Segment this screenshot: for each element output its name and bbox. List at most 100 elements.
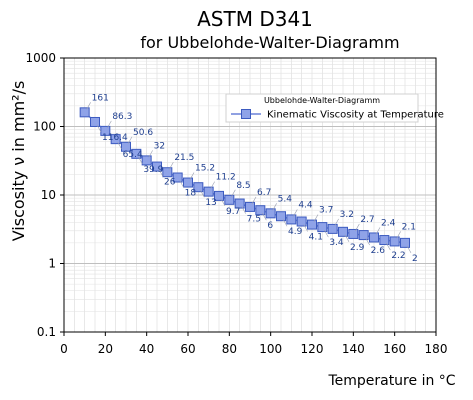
x-axis-ticks: 0 20 40 60 80 100 120 140 160 180 [60,332,447,356]
data-point-marker [162,167,173,178]
data-label: 4.9 [288,227,303,237]
y-axis-label: Viscosity ν in mm²/s [9,81,28,242]
data-point-marker [79,107,90,118]
data-label-leader [241,206,246,214]
data-label: 2.4 [381,218,396,228]
x-tick-label: 180 [425,342,448,356]
legend-title: Ubbelohde-Walter-Diagramm [264,96,380,105]
data-label: 65.4 [123,150,143,160]
data-point-marker [327,223,338,234]
x-tick-label: 60 [180,342,195,356]
data-label-leader [189,172,195,180]
data-label: 3.7 [319,206,333,216]
data-label-leader [396,231,401,239]
data-label: 7.5 [247,215,261,225]
data-point-marker [203,186,214,197]
x-tick-label: 0 [60,342,68,356]
data-label-leader [117,141,122,150]
data-label-leader [231,189,236,197]
data-point-marker [234,198,245,209]
data-label-leader [293,209,298,217]
data-point-marker [183,177,193,188]
data-label-leader [355,223,360,232]
data-label-leader [148,150,153,158]
y-tick-label: 10 [41,188,56,202]
data-point-marker [338,226,348,237]
data-point-marker [90,116,100,127]
data-label: 50.6 [133,128,153,138]
data-point-marker [110,134,121,145]
chart-subtitle: for Ubbelohde-Walter-Diagramm [140,33,399,52]
data-point-marker [307,219,317,230]
y-tick-label: 0.1 [37,325,56,339]
x-tick-label: 120 [301,342,324,356]
data-point-marker [172,172,183,183]
data-label: 2.2 [391,251,405,261]
data-label: 39.9 [143,165,163,175]
data-label-leader [107,120,112,129]
data-label-leader [220,198,226,207]
x-tick-label: 20 [98,342,113,356]
data-point-marker [348,228,359,239]
data-label: 6.7 [257,188,271,198]
x-tick-label: 140 [342,342,365,356]
data-label: 11.2 [216,173,236,183]
data-label: 13 [205,198,216,208]
data-label-leader [282,219,288,227]
data-label-leader [262,213,267,221]
data-label-leader [365,237,370,246]
legend-series-label: Kinematic Viscosity at Temperature [267,110,444,121]
data-point-marker [152,161,162,172]
data-label: 2.7 [360,215,374,225]
data-label-leader [406,245,412,254]
data-point-marker [276,211,286,222]
legend: Ubbelohde-Walter-Diagramm Kinematic Visc… [225,93,444,123]
data-point-marker [245,201,255,212]
data-label: 21.5 [174,153,194,163]
data-point-marker [224,194,235,205]
data-label-leader [138,156,143,164]
data-point-marker [379,235,390,246]
data-point-marker [255,205,266,216]
data-label: 116.4 [102,133,128,143]
data-label: 8.5 [236,181,250,191]
data-label-leader [210,181,215,189]
data-label: 86.3 [112,112,132,122]
data-label: 18 [185,189,197,199]
data-point-marker [317,222,328,233]
y-tick-label: 100 [33,120,56,134]
data-label: 15.2 [195,164,215,174]
data-label-leader [169,162,174,170]
y-tick-label: 1000 [25,51,56,65]
data-point-marker [121,141,131,152]
x-tick-label: 100 [259,342,282,356]
data-point-marker [358,230,369,241]
data-label-leader [313,214,319,222]
data-label: 5.4 [278,194,293,204]
data-label: 3.2 [340,210,354,220]
data-label: 2.6 [371,246,386,256]
x-tick-label: 160 [383,342,406,356]
data-label-leader [86,102,91,110]
data-point-marker [286,214,297,225]
grid-lines [64,58,436,332]
data-label: 161 [92,93,109,103]
x-tick-label: 80 [222,342,237,356]
data-point-marker [131,148,142,159]
y-axis-ticks: 0.1 1 10 100 1000 [25,51,64,339]
data-point-marker [296,216,307,227]
chart-title: ASTM D341 [197,7,313,31]
data-label-leader [158,169,164,177]
data-label-leader [344,234,350,242]
data-label-leader [272,203,277,211]
data-label-leader [96,124,102,133]
data-point-marker [141,155,152,166]
y-tick-label: 1 [48,257,56,271]
data-label-leader [200,190,205,198]
series-layer [79,107,410,248]
data-point-marker [389,236,400,247]
data-label: 32 [154,141,165,151]
legend-box [225,93,419,123]
data-label: 9.7 [226,207,240,217]
